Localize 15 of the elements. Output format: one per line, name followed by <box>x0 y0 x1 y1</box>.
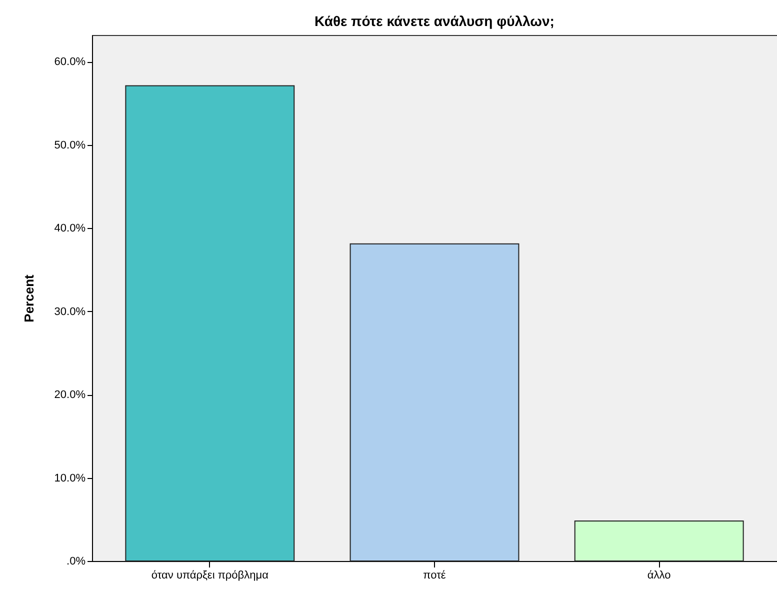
bar <box>574 520 744 562</box>
bar <box>125 85 295 562</box>
y-tick-label: 60.0% <box>54 56 86 68</box>
bar <box>350 243 520 562</box>
y-tick-label: 50.0% <box>54 139 86 152</box>
y-axis-title: Percent <box>21 274 36 322</box>
chart-title: Κάθε πότε κάνετε ανάλυση φύλλων; <box>314 13 554 29</box>
y-tick-label: .0% <box>66 556 86 568</box>
x-tick-label: όταν υπάρξει πρόβλημα <box>151 570 270 582</box>
x-tick-label: ποτέ <box>423 570 446 582</box>
y-tick-label: 30.0% <box>54 306 86 318</box>
y-tick-label: 20.0% <box>54 389 86 402</box>
x-tick-label: άλλο <box>647 570 671 582</box>
y-tick-label: 40.0% <box>54 222 86 235</box>
y-tick-label: 10.0% <box>54 472 86 484</box>
